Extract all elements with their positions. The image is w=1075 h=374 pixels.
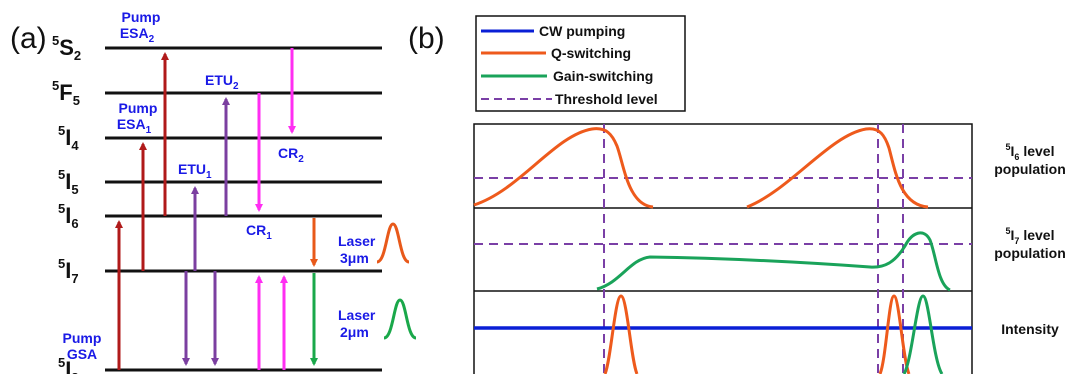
legend-entry-gain: Gain-switching — [481, 68, 653, 84]
legend-label-gain: Gain-switching — [553, 68, 653, 84]
intensity-pulses — [603, 294, 944, 374]
cr1-label: CR1 — [246, 222, 272, 242]
laser-3um-label-l2: 3μm — [340, 250, 369, 266]
row-label-5I7-line2: population — [994, 245, 1066, 261]
laser-2um-label-l2: 2μm — [340, 324, 369, 340]
energy-levels — [105, 46, 382, 372]
level-label-5I4: 5I4 — [58, 123, 79, 153]
laser-3um-pulse — [376, 222, 410, 264]
row-label-5I6-line2: population — [994, 161, 1066, 177]
row-labels: 5I6 level population 5I7 level populatio… — [994, 142, 1066, 337]
level-label-5I8: 5I8 — [58, 355, 79, 374]
level-label-5I6: 5I6 — [58, 201, 79, 231]
etu-arrows — [182, 97, 230, 366]
laser-2um-label-l1: Laser — [338, 307, 376, 323]
level-label-5I7: 5I7 — [58, 256, 79, 286]
q-switch-population-2 — [746, 127, 929, 209]
level-label-5S2: 5S2 — [52, 33, 81, 63]
panel-a-annotations: Pump ESA2 Pump ESA1 ETU2 ETU1 CR2 CR1 Pu… — [63, 9, 376, 362]
row-label-5I7: 5I7 level — [1006, 226, 1055, 246]
legend-entry-threshold: Threshold level — [481, 91, 658, 107]
gain-switch-pulse — [902, 294, 944, 374]
gain-switch-population — [596, 231, 951, 292]
legend-label-cw: CW pumping — [539, 23, 625, 39]
plot-box — [473, 123, 973, 374]
laser-2um-pulse — [383, 298, 417, 340]
legend-entry-cw: CW pumping — [481, 23, 625, 39]
q-switch-population-curves — [473, 127, 929, 209]
laser-3um-label-l1: Laser — [338, 233, 376, 249]
cr2-label: CR2 — [278, 145, 304, 165]
pump-esa1-label-l2: ESA1 — [117, 116, 152, 136]
row-label-5I6: 5I6 level — [1006, 142, 1055, 162]
pump-gsa-label-l1: Pump — [63, 330, 102, 346]
q-switch-pulse-1 — [603, 294, 639, 374]
legend: CW pumping Q-switching Gain-switching Th… — [475, 15, 686, 112]
plot-frame — [473, 123, 973, 374]
legend-label-threshold: Threshold level — [555, 91, 658, 107]
q-switch-population-1 — [473, 127, 654, 209]
legend-entry-q: Q-switching — [481, 45, 631, 61]
threshold-lines — [474, 124, 972, 374]
pump-esa1-label-l1: Pump — [119, 100, 158, 116]
legend-label-q: Q-switching — [551, 45, 631, 61]
cr-arrows — [255, 48, 296, 370]
pump-gsa-label-l2: GSA — [67, 346, 97, 362]
level-label-5I5: 5I5 — [58, 167, 79, 197]
q-switch-pulse-2 — [878, 294, 911, 374]
etu2-label: ETU2 — [205, 72, 239, 92]
pump-esa2-label-l2: ESA2 — [120, 25, 155, 45]
pump-arrows — [115, 52, 169, 370]
panel-a-label: (a) — [10, 22, 47, 55]
row-label-intensity: Intensity — [1001, 321, 1059, 337]
etu1-label: ETU1 — [178, 161, 212, 181]
panel-b-label: (b) — [408, 22, 445, 55]
level-labels: 5S2 5F5 5I4 5I5 5I6 5I7 5I8 — [52, 33, 81, 374]
pump-esa2-label-l1: Pump — [122, 9, 161, 25]
level-label-5F5: 5F5 — [52, 78, 80, 108]
